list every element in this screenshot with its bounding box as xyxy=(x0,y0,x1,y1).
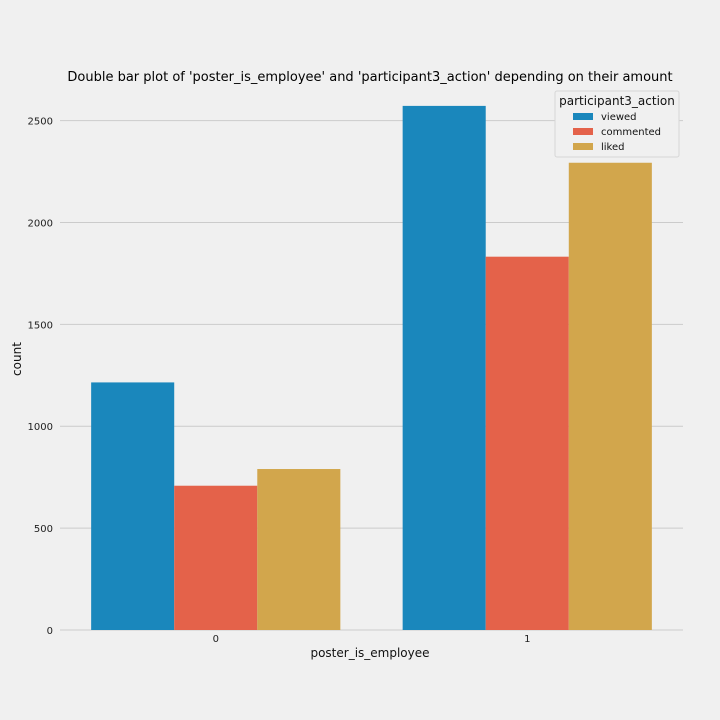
y-tick-label: 2500 xyxy=(28,117,53,128)
bar-commented-1 xyxy=(485,256,569,630)
chart-title: Double bar plot of 'poster_is_employee' … xyxy=(67,70,672,85)
y-tick-label: 0 xyxy=(47,626,53,637)
legend-swatch-viewed xyxy=(573,113,593,120)
bar-commented-0 xyxy=(174,485,258,630)
legend-label-viewed: viewed xyxy=(601,112,637,123)
y-tick-labels: 0 500 1000 1500 2000 2500 xyxy=(28,117,53,637)
bar-liked-1 xyxy=(568,162,652,630)
x-axis-label: poster_is_employee xyxy=(310,646,429,660)
legend-swatch-commented xyxy=(573,128,593,135)
x-tick-label: 1 xyxy=(524,634,530,645)
legend-label-liked: liked xyxy=(601,142,625,153)
y-tick-label: 500 xyxy=(34,524,53,535)
bar-viewed-1 xyxy=(402,105,486,630)
y-tick-label: 2000 xyxy=(28,218,53,229)
bars xyxy=(91,105,652,630)
y-axis-label: count xyxy=(10,342,24,376)
x-tick-label: 0 xyxy=(213,634,219,645)
y-tick-label: 1500 xyxy=(28,320,53,331)
legend-box xyxy=(554,90,680,158)
bar-viewed-0 xyxy=(91,382,175,630)
bar-liked-0 xyxy=(257,469,341,630)
legend-title: participant3_action xyxy=(559,94,675,108)
legend-label-commented: commented xyxy=(601,127,661,138)
y-tick-label: 1000 xyxy=(28,422,53,433)
legend-swatch-liked xyxy=(573,143,593,150)
